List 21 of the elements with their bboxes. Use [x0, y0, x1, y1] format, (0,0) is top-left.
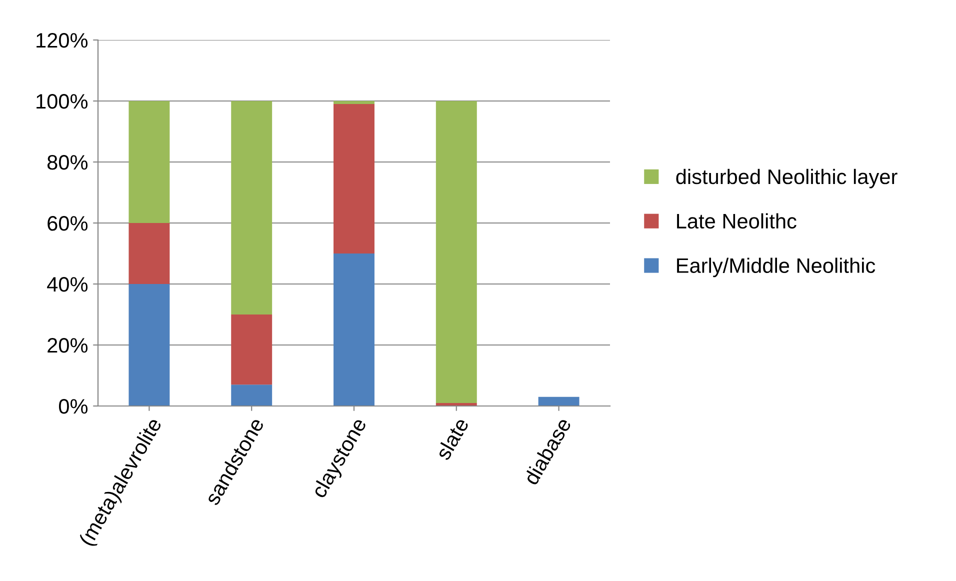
- bar: [436, 101, 477, 403]
- y-tick-label: 20%: [48, 338, 88, 353]
- bar: [231, 314, 272, 385]
- y-tick-label: 120%: [36, 33, 88, 48]
- y-tick-label: 60%: [48, 216, 88, 231]
- bar: [231, 101, 272, 314]
- y-tick-label: 80%: [47, 155, 88, 170]
- bar: [231, 384, 272, 406]
- bar: [334, 254, 374, 406]
- legend-label: disturbed Neolithic layer: [676, 168, 898, 188]
- y-tick-label: 0%: [58, 399, 88, 414]
- bar: [334, 104, 374, 254]
- y-tick-label: 40%: [47, 277, 88, 292]
- bar: [128, 223, 170, 284]
- bar: [334, 101, 374, 104]
- legend-label: Late Neolithc: [677, 213, 796, 229]
- bar: [128, 284, 170, 406]
- bar: [128, 101, 170, 223]
- bar: [538, 396, 580, 406]
- y-tick-label: 100%: [36, 94, 88, 109]
- legend-label: Early/Middle Neolithic: [677, 258, 876, 278]
